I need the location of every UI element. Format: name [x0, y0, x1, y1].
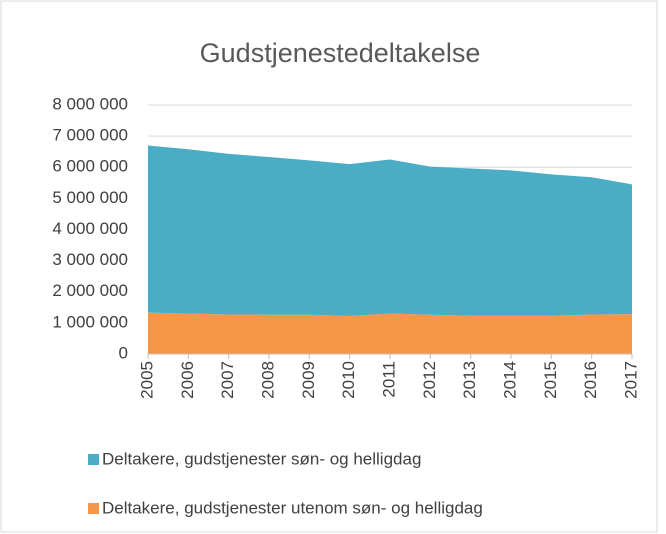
legend-swatch	[88, 503, 99, 514]
y-tick-label: 4 000 000	[52, 219, 128, 238]
area	[148, 312, 632, 354]
y-tick-label: 2 000 000	[52, 281, 128, 300]
y-tick-label: 0	[119, 343, 128, 362]
legend-label: Deltakere, gudstjenester utenom søn- og …	[102, 498, 483, 517]
y-tick-label: 6 000 000	[52, 157, 128, 176]
chart-title: Gudstjenestedeltakelse	[200, 38, 481, 68]
x-tick-label: 2009	[299, 361, 318, 399]
x-tick-label: 2016	[581, 361, 600, 399]
x-tick-label: 2017	[621, 361, 640, 399]
y-tick-label: 7 000 000	[52, 126, 128, 145]
x-tick-label: 2008	[258, 361, 277, 399]
legend-label: Deltakere, gudstjenester søn- og helligd…	[102, 449, 421, 468]
x-tick-label: 2006	[178, 361, 197, 399]
x-tick-label: 2015	[541, 361, 560, 399]
x-tick-label: 2011	[379, 361, 398, 398]
y-tick-label: 5 000 000	[52, 188, 128, 207]
area	[148, 145, 632, 317]
x-tick-label: 2007	[218, 361, 237, 399]
legend-swatch	[88, 454, 99, 465]
x-tick-label: 2012	[420, 361, 439, 399]
x-tick-label: 2005	[137, 361, 156, 399]
y-tick-label: 3 000 000	[52, 250, 128, 269]
x-tick-label: 2013	[460, 361, 479, 399]
x-tick-label: 2010	[339, 361, 358, 399]
y-tick-label: 8 000 000	[52, 94, 128, 113]
y-tick-label: 1 000 000	[52, 312, 128, 331]
x-tick-label: 2014	[500, 361, 519, 399]
